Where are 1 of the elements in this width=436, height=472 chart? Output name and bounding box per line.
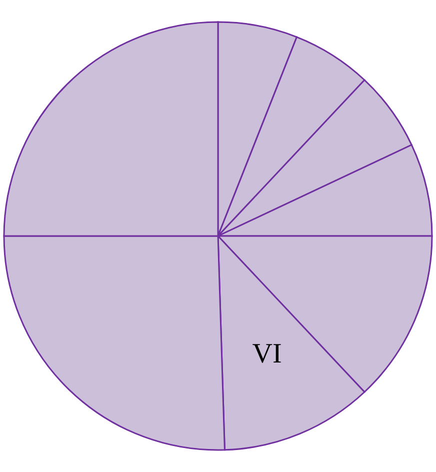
slice-label: VI <box>252 338 282 370</box>
